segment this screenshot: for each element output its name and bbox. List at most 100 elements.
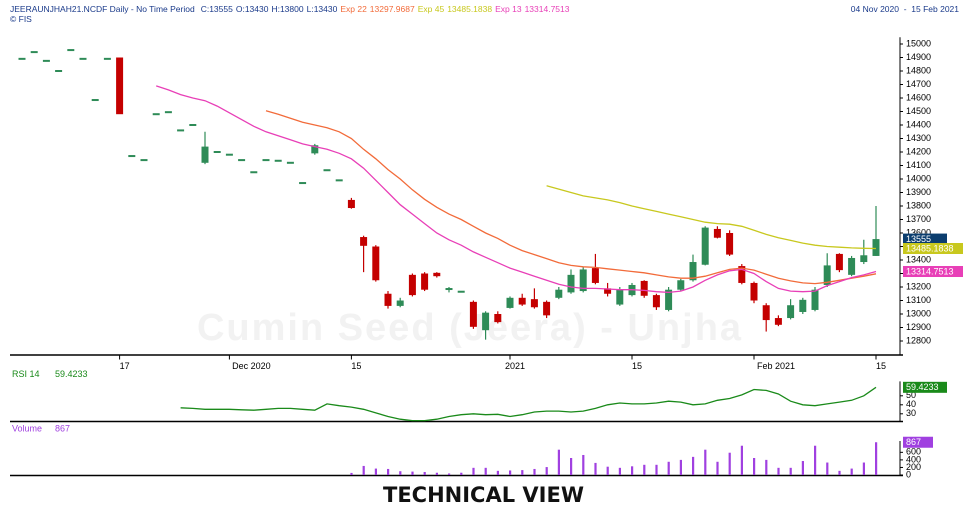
legend-value: 13297.9687 xyxy=(369,4,415,14)
y-tick-label: 14600 xyxy=(906,92,931,102)
quote-label: O: xyxy=(235,4,245,14)
volume-bar xyxy=(411,471,414,475)
candle-body xyxy=(360,237,368,246)
legend-name: Exp 13 xyxy=(495,4,522,14)
y-tick-label: 13600 xyxy=(906,227,931,237)
volume-bar xyxy=(838,470,841,475)
volume-bar xyxy=(631,466,634,475)
y-tick-label: 13000 xyxy=(906,308,931,318)
watermark: Cumin Seed (Jeera) - Unjha xyxy=(197,307,743,349)
candle-body xyxy=(79,57,87,60)
volume-bar xyxy=(582,454,585,475)
candle-body xyxy=(311,145,319,154)
candle-body xyxy=(128,155,136,158)
indicator-line xyxy=(180,386,877,422)
y-tick-label: 14400 xyxy=(906,119,931,129)
candle-body xyxy=(738,266,746,283)
volume-bar xyxy=(765,459,768,475)
y-tick-label: 13800 xyxy=(906,200,931,210)
panel-value: 59.4233 xyxy=(55,369,88,379)
candle-body xyxy=(616,289,624,305)
footer-title: TECHNICAL VIEW xyxy=(383,483,584,507)
volume-bar xyxy=(801,461,804,475)
candle-body xyxy=(30,51,38,54)
y-tick-label: 400 xyxy=(906,454,921,464)
volume-bar xyxy=(448,473,451,475)
y-tick-label: 15000 xyxy=(906,38,931,48)
candle-body xyxy=(872,239,880,256)
candle-body xyxy=(347,199,355,209)
volume-bar xyxy=(509,470,512,475)
volume-bar xyxy=(704,449,707,475)
x-tick-label: 2021 xyxy=(505,361,525,371)
candle-body xyxy=(860,255,868,263)
candle-body xyxy=(116,57,124,115)
quote-value: 13430 xyxy=(313,4,338,14)
candle-body xyxy=(469,301,477,327)
legend-value: 13314.7513 xyxy=(524,4,570,14)
y-tick-label: 12900 xyxy=(906,322,931,332)
candle-body xyxy=(189,124,197,126)
candle-body xyxy=(152,113,160,116)
panel-value: 867 xyxy=(55,423,70,433)
volume-bar xyxy=(753,458,756,475)
chart: 1280012900130001310013200133001340013500… xyxy=(10,37,963,479)
candle-body xyxy=(262,159,270,162)
candle-body xyxy=(762,305,770,321)
candle-body xyxy=(274,159,282,162)
candle-body xyxy=(640,280,648,296)
value-badge xyxy=(903,243,963,255)
candle-body xyxy=(750,282,758,301)
volume-bar xyxy=(387,468,390,475)
candle-body xyxy=(55,70,63,72)
x-tick-label: 15 xyxy=(632,361,642,371)
volume-bar xyxy=(423,471,426,475)
candle-body xyxy=(567,274,575,293)
candle-body xyxy=(604,288,612,294)
volume-bar xyxy=(374,468,377,475)
x-tick-label: 15 xyxy=(351,361,361,371)
candle-body xyxy=(701,227,709,265)
y-tick-label: 30 xyxy=(906,408,916,418)
y-tick-label: 13200 xyxy=(906,281,931,291)
legend-name: Exp 22 xyxy=(340,4,367,14)
y-tick-label: 14200 xyxy=(906,146,931,156)
candle-body xyxy=(225,153,233,156)
candle-body xyxy=(42,59,50,62)
volume-bar xyxy=(533,468,536,475)
candle-body xyxy=(286,161,294,164)
y-tick-label: 40 xyxy=(906,399,916,409)
candle-body xyxy=(445,288,453,291)
volume-bar xyxy=(521,470,524,475)
volume-bar xyxy=(496,470,499,475)
candle-body xyxy=(835,253,843,271)
candle-body xyxy=(689,262,697,281)
chart-header: JEERAUNJHAH21.NCDF Daily - No Time Perio… xyxy=(10,4,573,14)
candle-body xyxy=(799,299,807,312)
x-tick-label: 17 xyxy=(120,361,130,371)
copyright: © FIS xyxy=(10,14,32,24)
candle-body xyxy=(335,179,343,182)
candle-body xyxy=(530,299,538,308)
candle-body xyxy=(213,151,221,153)
value-badge xyxy=(903,436,933,448)
candle-body xyxy=(18,57,26,60)
volume-bar xyxy=(862,462,865,475)
volume-bar xyxy=(545,467,548,475)
candle-body xyxy=(67,49,75,52)
y-tick-label: 13700 xyxy=(906,214,931,224)
legend-name: Exp 45 xyxy=(417,4,445,14)
candle-body xyxy=(299,182,307,185)
y-tick-label: 14000 xyxy=(906,173,931,183)
volume-bar xyxy=(814,445,817,475)
candle-body xyxy=(177,129,185,132)
quote-value: 13800 xyxy=(279,4,304,14)
candle-body xyxy=(433,272,441,277)
quote-value: 13555 xyxy=(209,4,233,14)
volume-bar xyxy=(435,472,438,475)
legend-value: 13485.1838 xyxy=(447,4,493,14)
volume-bar xyxy=(789,467,792,475)
candle-body xyxy=(103,57,111,60)
candle-body xyxy=(238,159,246,162)
candle-body xyxy=(457,290,465,293)
